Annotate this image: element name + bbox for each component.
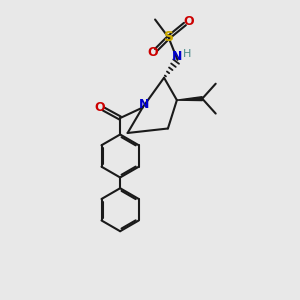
Text: S: S (164, 30, 173, 44)
Polygon shape (177, 97, 203, 101)
Text: N: N (139, 98, 149, 110)
Text: N: N (172, 50, 183, 63)
Text: O: O (147, 46, 158, 59)
Text: O: O (183, 15, 194, 28)
Text: H: H (183, 49, 191, 59)
Text: O: O (95, 101, 105, 114)
